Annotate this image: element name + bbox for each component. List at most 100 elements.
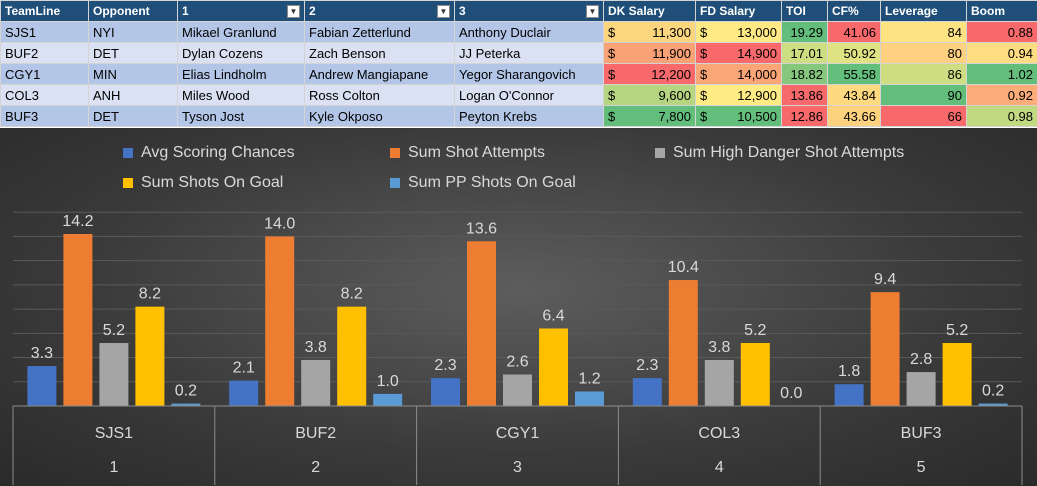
cell-lev[interactable]: 66: [880, 105, 967, 127]
category-label: BUF2: [295, 425, 336, 442]
cell-lev[interactable]: 80: [880, 42, 967, 64]
category-sublabel: 5: [917, 459, 926, 476]
cell-lev[interactable]: 84: [880, 21, 967, 43]
cell-toi[interactable]: 17.01: [781, 42, 828, 64]
filter-dropdown-icon[interactable]: ▼: [437, 4, 450, 18]
cell-toi[interactable]: 13.86: [781, 84, 828, 106]
cell-p1[interactable]: Miles Wood: [177, 84, 305, 106]
data-label: 3.8: [305, 339, 327, 356]
cell-p1[interactable]: Dylan Cozens: [177, 42, 305, 64]
cell-p1[interactable]: Elias Lindholm: [177, 63, 305, 85]
cell-boom[interactable]: 1.02: [966, 63, 1037, 85]
data-label: 9.4: [874, 271, 896, 288]
column-header[interactable]: FD Salary: [695, 0, 782, 22]
legend-label: Sum Shots On Goal: [141, 174, 284, 191]
legend-swatch: [123, 148, 133, 158]
cell-team[interactable]: BUF2: [0, 42, 89, 64]
column-header[interactable]: Boom: [966, 0, 1037, 22]
cell-dk-salary[interactable]: $7,800: [603, 105, 696, 127]
bar: [575, 391, 604, 406]
cell-fd-salary[interactable]: $12,900: [695, 84, 782, 106]
cell-dk-salary[interactable]: $12,200: [603, 63, 696, 85]
cell-dk-salary[interactable]: $9,600: [603, 84, 696, 106]
data-label: 8.2: [139, 286, 161, 303]
filter-dropdown-icon[interactable]: ▼: [287, 4, 300, 18]
column-header[interactable]: TeamLine: [0, 0, 89, 22]
cell-boom[interactable]: 0.98: [966, 105, 1037, 127]
category-label: COL3: [698, 425, 740, 442]
cell-cf[interactable]: 43.66: [827, 105, 881, 127]
cell-fd-salary[interactable]: $14,900: [695, 42, 782, 64]
legend-item[interactable]: Sum High Danger Shot Attempts: [655, 144, 904, 162]
cell-p3[interactable]: Peyton Krebs: [454, 105, 604, 127]
data-label: 5.2: [946, 322, 968, 339]
cell-p3[interactable]: Yegor Sharangovich: [454, 63, 604, 85]
cell-team[interactable]: SJS1: [0, 21, 89, 43]
column-header[interactable]: TOI: [781, 0, 828, 22]
cell-fd-salary[interactable]: $14,000: [695, 63, 782, 85]
cell-opp[interactable]: ANH: [88, 84, 178, 106]
column-header[interactable]: Leverage: [880, 0, 967, 22]
cell-toi[interactable]: 12.86: [781, 105, 828, 127]
cell-boom[interactable]: 0.88: [966, 21, 1037, 43]
cell-team[interactable]: CGY1: [0, 63, 89, 85]
filter-dropdown-icon[interactable]: ▼: [586, 4, 599, 18]
legend-swatch: [655, 148, 665, 158]
cell-cf[interactable]: 41.06: [827, 21, 881, 43]
cell-team[interactable]: COL3: [0, 84, 89, 106]
column-header[interactable]: 2 ▼: [304, 0, 455, 22]
category-sublabel: 2: [311, 459, 320, 476]
cell-toi[interactable]: 18.82: [781, 63, 828, 85]
cell-lev[interactable]: 90: [880, 84, 967, 106]
legend-item[interactable]: Sum PP Shots On Goal: [390, 174, 576, 192]
cell-dk-salary[interactable]: $11,300: [603, 21, 696, 43]
cell-opp[interactable]: DET: [88, 105, 178, 127]
cell-p2[interactable]: Ross Colton: [304, 84, 455, 106]
legend-item[interactable]: Sum Shots On Goal: [123, 174, 283, 192]
category-sublabel: 3: [513, 459, 522, 476]
cell-p1[interactable]: Mikael Granlund: [177, 21, 305, 43]
legend-label: Sum Shot Attempts: [408, 144, 545, 161]
cell-p1[interactable]: Tyson Jost: [177, 105, 305, 127]
cell-cf[interactable]: 43.84: [827, 84, 881, 106]
column-header[interactable]: CF%: [827, 0, 881, 22]
column-header-label: Opponent: [93, 4, 150, 18]
column-header[interactable]: 3 ▼: [454, 0, 604, 22]
cell-lev[interactable]: 86: [880, 63, 967, 85]
cell-p2[interactable]: Kyle Okposo: [304, 105, 455, 127]
cell-p2[interactable]: Zach Benson: [304, 42, 455, 64]
table-row: SJS1 NYI Mikael Granlund Fabian Zetterlund A…: [0, 21, 1037, 43]
cell-p2[interactable]: Fabian Zetterlund: [304, 21, 455, 43]
column-header-label: TOI: [786, 4, 806, 18]
legend-item[interactable]: Avg Scoring Chances: [123, 144, 295, 162]
cell-toi[interactable]: 19.29: [781, 21, 828, 43]
column-header[interactable]: Opponent: [88, 0, 178, 22]
column-header[interactable]: 1 ▼: [177, 0, 305, 22]
cell-cf[interactable]: 50.92: [827, 42, 881, 64]
bar: [27, 366, 57, 406]
cell-fd-salary[interactable]: $10,500: [695, 105, 782, 127]
cell-cf[interactable]: 55.58: [827, 63, 881, 85]
cell-opp[interactable]: NYI: [88, 21, 178, 43]
cell-opp[interactable]: MIN: [88, 63, 178, 85]
column-header-label: CF%: [832, 4, 859, 18]
column-header[interactable]: DK Salary: [603, 0, 696, 22]
cell-team[interactable]: BUF3: [0, 105, 89, 127]
data-label: 1.2: [578, 370, 600, 387]
data-label: 1.8: [838, 363, 860, 380]
bar: [632, 378, 662, 406]
column-header-label: Leverage: [885, 4, 938, 18]
bar: [978, 403, 1008, 406]
cell-p3[interactable]: Anthony Duclair: [454, 21, 604, 43]
cell-p3[interactable]: JJ Peterka: [454, 42, 604, 64]
cell-fd-salary[interactable]: $13,000: [695, 21, 782, 43]
cell-p3[interactable]: Logan O'Connor: [454, 84, 604, 106]
cell-boom[interactable]: 0.94: [966, 42, 1037, 64]
cell-boom[interactable]: 0.92: [966, 84, 1037, 106]
column-header-label: FD Salary: [700, 4, 756, 18]
bar: [539, 328, 568, 406]
cell-p2[interactable]: Andrew Mangiapane: [304, 63, 455, 85]
cell-dk-salary[interactable]: $11,900: [603, 42, 696, 64]
legend-item[interactable]: Sum Shot Attempts: [390, 144, 545, 162]
cell-opp[interactable]: DET: [88, 42, 178, 64]
